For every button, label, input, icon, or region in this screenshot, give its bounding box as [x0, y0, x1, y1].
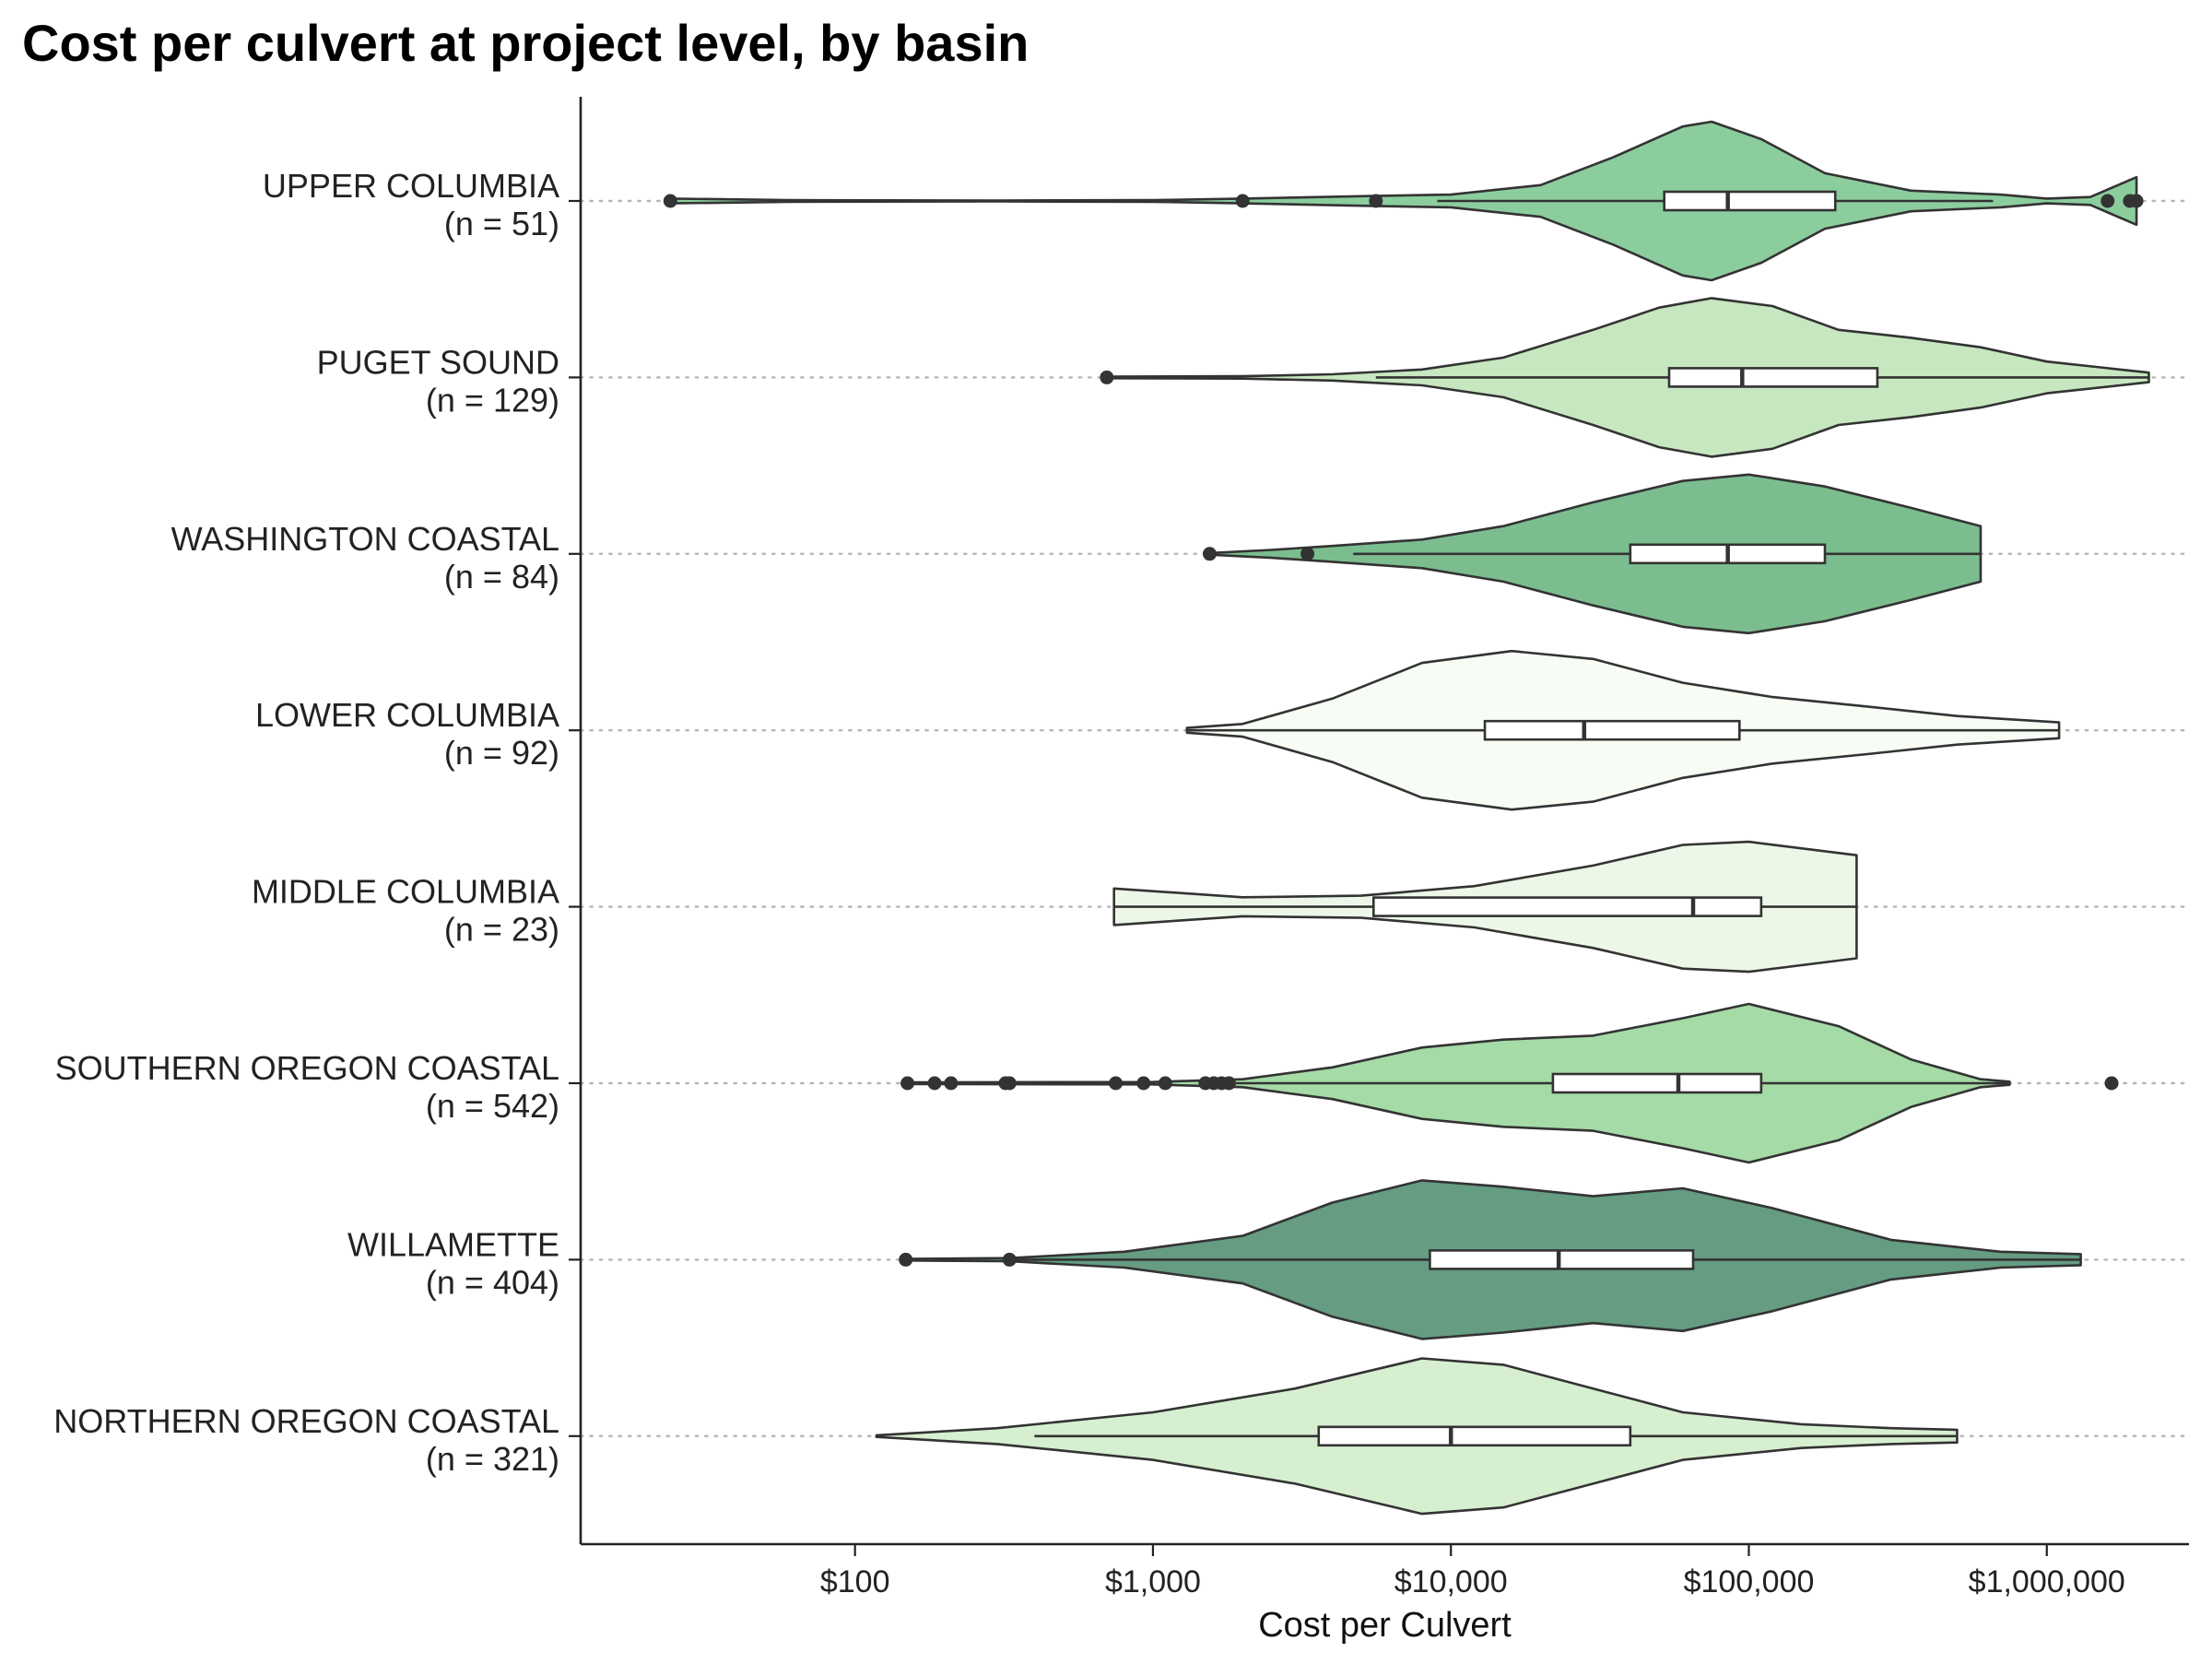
- category-label: UPPER COLUMBIA: [263, 167, 559, 205]
- category-n-label: (n = 129): [426, 381, 559, 419]
- outlier-point: [899, 1252, 913, 1267]
- outlier-point: [1202, 547, 1217, 561]
- box-iqr: [1667, 367, 1879, 388]
- outlier-point: [1002, 1076, 1017, 1091]
- x-tick-label: $1,000: [1105, 1564, 1201, 1599]
- outlier-point: [1300, 547, 1315, 561]
- x-tick-label: $100,000: [1684, 1564, 1815, 1599]
- x-tick-label: $10,000: [1394, 1564, 1508, 1599]
- category-label: NORTHERN OREGON COASTAL: [53, 1402, 559, 1440]
- category-n-label: (n = 51): [444, 205, 559, 242]
- outlier-point: [663, 194, 677, 208]
- chart-title: Cost per culvert at project level, by ba…: [22, 14, 1030, 72]
- box-iqr: [1429, 1249, 1695, 1270]
- category-label: SOUTHERN OREGON COASTAL: [55, 1049, 559, 1087]
- outlier-point: [1109, 1076, 1124, 1091]
- outlier-point: [2100, 194, 2115, 208]
- box-iqr: [1483, 719, 1741, 741]
- category-label: PUGET SOUND: [317, 343, 559, 381]
- category-n-label: (n = 23): [444, 911, 559, 949]
- category-label: WASHINGTON COASTAL: [171, 520, 559, 558]
- outlier-point: [1235, 194, 1250, 208]
- outlier-point: [2129, 194, 2144, 208]
- category-label: MIDDLE COLUMBIA: [252, 873, 559, 911]
- outlier-point: [1136, 1076, 1151, 1091]
- category-n-label: (n = 92): [444, 734, 559, 772]
- x-tick-label: $100: [820, 1564, 890, 1599]
- x-tick-label: $1,000,000: [1969, 1564, 2125, 1599]
- outlier-point: [900, 1076, 915, 1091]
- outlier-point: [1221, 1076, 1236, 1091]
- outlier-point: [944, 1076, 959, 1091]
- outlier-point: [927, 1076, 942, 1091]
- outlier-point: [1100, 370, 1114, 384]
- box-iqr: [1371, 896, 1763, 917]
- outlier-point: [1369, 194, 1383, 208]
- category-n-label: (n = 321): [426, 1440, 559, 1478]
- box-iqr: [1663, 190, 1837, 212]
- category-n-label: (n = 542): [426, 1087, 559, 1125]
- category-n-label: (n = 84): [444, 558, 559, 596]
- violin-shape: [669, 120, 2138, 282]
- box-iqr: [1551, 1072, 1763, 1094]
- category-label: WILLAMETTE: [347, 1225, 559, 1263]
- box-iqr: [1317, 1425, 1632, 1447]
- outlier-point: [1002, 1252, 1017, 1267]
- outlier-point: [2104, 1076, 2119, 1091]
- outlier-point: [1158, 1076, 1172, 1091]
- x-axis-title: Cost per Culvert: [1258, 1606, 1512, 1645]
- category-label: LOWER COLUMBIA: [255, 696, 559, 734]
- category-n-label: (n = 404): [426, 1263, 559, 1301]
